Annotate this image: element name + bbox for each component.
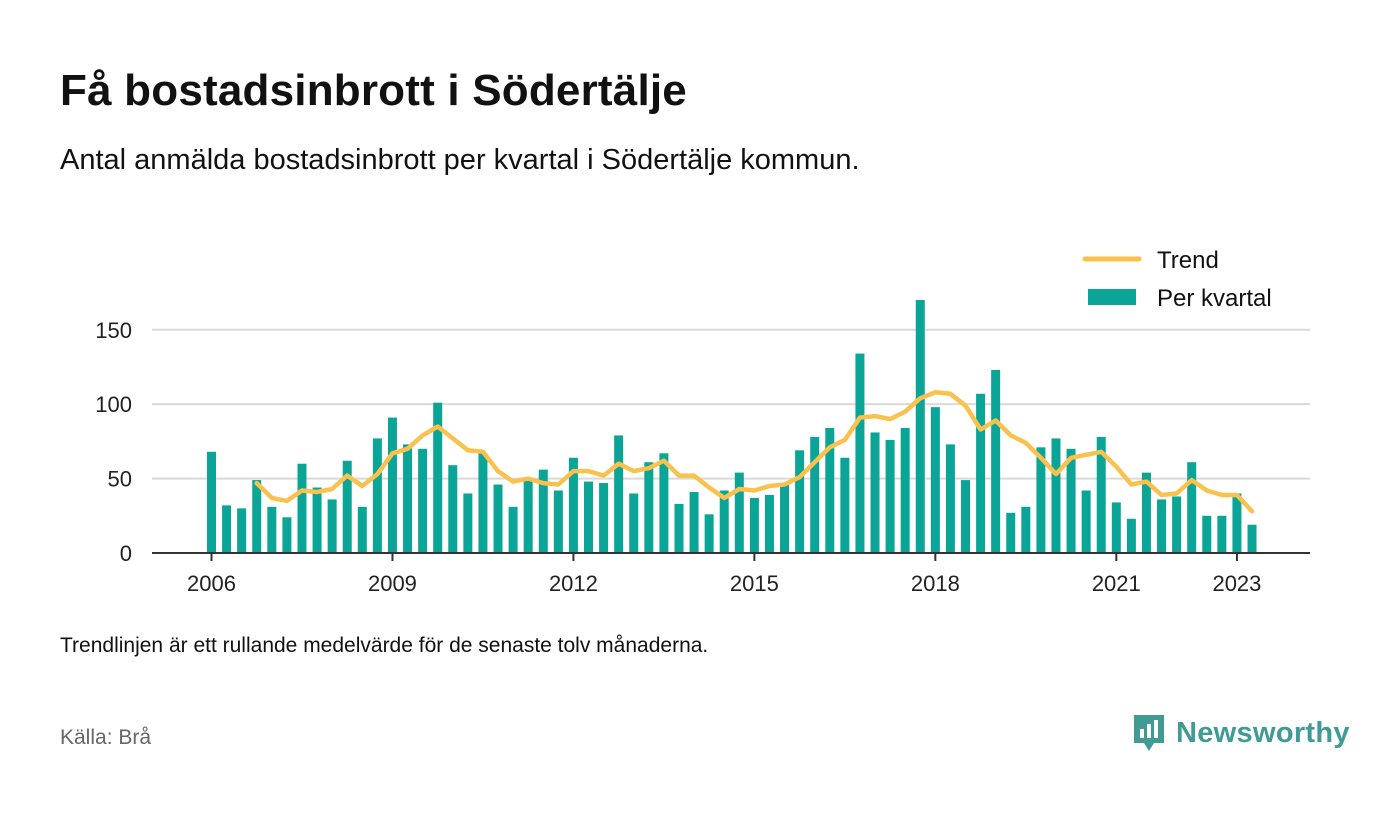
bar (1006, 512, 1016, 553)
bar (372, 438, 382, 553)
legend: Trend Per kvartal (1082, 247, 1272, 312)
x-tick-label: 2012 (549, 571, 598, 596)
bar (312, 487, 322, 553)
legend-bar-swatch (1088, 289, 1136, 305)
bar (855, 353, 865, 553)
bar (387, 417, 397, 553)
bar (1066, 448, 1076, 553)
bar (1126, 518, 1136, 553)
bar (237, 508, 247, 553)
bar (840, 457, 850, 553)
bar (945, 444, 955, 553)
bar (357, 506, 367, 553)
chart: 0 50 100 150 2006 2009 2012 2015 2018 2021 2023 Tr… (95, 247, 1310, 596)
bar (222, 505, 232, 553)
bar (584, 481, 593, 553)
bar (900, 427, 910, 553)
newsworthy-logo-icon (1134, 715, 1164, 751)
y-tick-label: 150 (95, 318, 132, 343)
y-tick-label: 50 (108, 467, 132, 492)
legend-trend-label: Trend (1157, 247, 1219, 274)
bar-series (207, 300, 1257, 553)
bar (674, 503, 684, 553)
trend-series (254, 390, 1255, 514)
bar (207, 451, 216, 553)
bar (961, 480, 970, 553)
bar (870, 432, 880, 553)
bar (1232, 493, 1242, 553)
bar (795, 450, 805, 553)
bar (780, 483, 790, 553)
bar (267, 506, 277, 553)
bar (1096, 436, 1106, 553)
bar (463, 493, 473, 553)
bar (327, 499, 337, 553)
bar (704, 514, 714, 553)
bar (508, 506, 518, 553)
bar (1111, 502, 1121, 553)
bar (433, 402, 443, 553)
x-tick-label: 2018 (911, 571, 960, 596)
bar (1036, 447, 1046, 553)
x-tick-label: 2021 (1092, 571, 1141, 596)
bar (418, 448, 428, 553)
bar (282, 517, 292, 553)
page-title: Få bostadsinbrott i Södertälje (60, 66, 687, 115)
bar (523, 480, 533, 553)
bar (1157, 499, 1167, 553)
bar (930, 407, 940, 553)
bar (252, 480, 262, 553)
bar (825, 427, 835, 553)
bar (538, 469, 548, 553)
bar (493, 484, 503, 553)
bar (629, 493, 639, 553)
bar (764, 494, 774, 553)
bar (1081, 490, 1091, 553)
bar (297, 463, 307, 553)
legend-bar-label: Per kvartal (1157, 285, 1272, 312)
bar (1021, 506, 1031, 553)
footnote: Trendlinjen är ett rullande medelvärde f… (60, 634, 709, 657)
bar (1172, 496, 1182, 553)
bar (689, 491, 699, 553)
bar (991, 369, 1001, 553)
bar (885, 439, 895, 553)
gridlines (152, 328, 1310, 480)
bar (1202, 515, 1212, 553)
x-tick-label: 2023 (1212, 571, 1261, 596)
bar (734, 472, 744, 553)
bar (1217, 515, 1227, 553)
bar (478, 453, 488, 553)
bar (810, 436, 820, 553)
bar (448, 465, 458, 553)
bar (403, 444, 413, 553)
y-tick-label: 100 (95, 392, 132, 417)
bar (749, 497, 759, 553)
x-tick-label: 2009 (368, 571, 417, 596)
bar (659, 453, 669, 553)
axes: 0 50 100 150 2006 2009 2012 2015 2018 2021 2023 (95, 318, 1310, 596)
x-tick-label: 2015 (730, 571, 779, 596)
source-label: Källa: Brå (60, 726, 152, 749)
bar (1187, 462, 1197, 553)
bar (1051, 438, 1061, 553)
page-subtitle: Antal anmälda bostadsinbrott per kvartal… (60, 144, 860, 176)
bar (553, 490, 563, 553)
bar (614, 435, 624, 553)
bar (644, 462, 654, 553)
bar (976, 393, 986, 553)
brand-logo[interactable]: Newsworthy (1132, 712, 1350, 754)
bar (599, 483, 609, 553)
bar (1247, 524, 1257, 553)
brand-name: Newsworthy (1176, 716, 1350, 749)
bar (568, 457, 578, 553)
y-tick-label: 0 (120, 541, 132, 566)
bar (342, 460, 352, 553)
x-tick-label: 2006 (187, 571, 236, 596)
bar (719, 490, 729, 553)
bar (1141, 472, 1151, 553)
bar (915, 300, 925, 553)
